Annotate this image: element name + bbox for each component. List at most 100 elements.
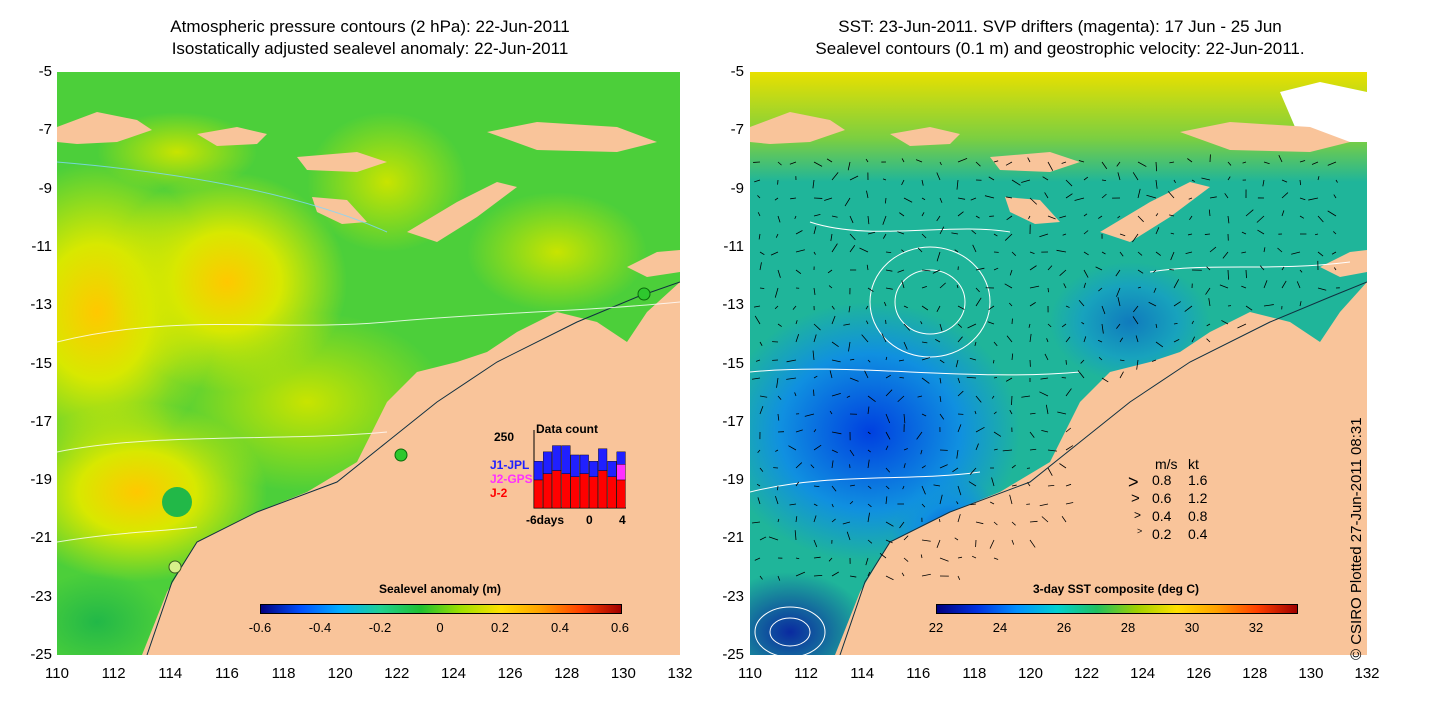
credit-text: © CSIRO Plotted 27-Jun-2011 08:31	[1348, 417, 1365, 660]
right-y-tick-label: -17	[722, 412, 744, 430]
data-count-xtick-end: 4	[619, 513, 626, 527]
left-y-tick-label: -11	[31, 237, 52, 255]
data-count-bar-j1	[561, 445, 571, 474]
left-x-tick-label: 114	[158, 665, 183, 682]
right-x-tick-label: 110	[738, 665, 762, 682]
velocity-legend-arrow: >	[1134, 508, 1142, 522]
data-count-bar-j2	[616, 479, 626, 509]
data-count-xtick-zero: 0	[586, 513, 593, 527]
right-x-tick-label: 118	[962, 665, 987, 682]
right-y-tick-label: -15	[722, 354, 744, 372]
right-colorbar-title: 3-day SST composite (deg C)	[1032, 582, 1200, 596]
left-y-tick-label: -5	[38, 63, 52, 80]
left-x-tick-label: 118	[271, 665, 296, 682]
left-x-tick-label: 132	[667, 665, 693, 682]
left-colorbar-tick-label: 0.2	[490, 620, 510, 635]
left-y-tick-label: -23	[30, 587, 52, 605]
left-x-tick-label: 130	[610, 665, 636, 682]
right-y-tick-label: -7	[730, 121, 744, 139]
right-y-tick-label: -11	[723, 237, 744, 255]
left-y-tick-label: -25	[30, 646, 52, 663]
data-count-bar-j2	[598, 470, 608, 509]
right-title-line1: SST: 23-Jun-2011. SVP drifters (magenta)…	[838, 17, 1282, 36]
right-x-tick-label: 124	[1130, 665, 1156, 682]
left-y-tick-label: -7	[38, 121, 52, 139]
left-colorbar-tick-label: 0.6	[610, 620, 630, 635]
data-count-bar-j1	[533, 461, 543, 481]
right-colorbar	[936, 604, 1298, 614]
left-title-line2: Isostatically adjusted sealevel anomaly:…	[171, 39, 569, 58]
left-colorbar	[260, 604, 622, 614]
velocity-legend-ms: 0.2	[1152, 526, 1172, 542]
data-count-bar-j1	[552, 445, 562, 471]
left-x-tick-label: 110	[45, 665, 69, 682]
data-count-ymax: 250	[494, 430, 515, 444]
left-y-tick-label: -9	[38, 179, 52, 197]
left-colorbar-title: Sealevel anomaly (m)	[378, 582, 502, 596]
data-count-bar-j2	[570, 476, 580, 509]
left-colorbar-tick-label: 0.4	[550, 620, 570, 635]
right-y-tick-label: -25	[722, 646, 744, 663]
data-count-legend-j2gps: J2-GPS	[490, 472, 533, 486]
data-count-bar-j1	[579, 454, 589, 474]
data-count-xtick-start: -6days	[526, 513, 565, 527]
left-x-tick-label: 112	[101, 665, 126, 682]
right-title-line2: Sealevel contours (0.1 m) and geostrophi…	[815, 39, 1305, 58]
data-count-histogram	[533, 430, 626, 509]
data-count-bar-j1	[542, 451, 553, 474]
sst-map	[750, 72, 1367, 655]
right-colorbar-tick-label: 30	[1184, 620, 1200, 635]
sealevel-anomaly-map	[57, 72, 680, 655]
data-count-legend-j2: J-2	[490, 486, 508, 500]
data-count-bar-j2	[607, 476, 617, 509]
left-y-tick-label: -15	[30, 354, 52, 372]
velocity-legend-kt: 1.6	[1188, 472, 1208, 488]
velocity-legend-arrow: >	[1128, 472, 1139, 492]
velocity-legend-ms: 0.6	[1152, 490, 1172, 506]
data-count-bar-j1	[616, 451, 626, 465]
left-colorbar-tick-label: -0.4	[308, 620, 332, 635]
left-y-tick-label: -13	[30, 296, 52, 314]
left-x-tick-label: 126	[497, 665, 523, 682]
data-count-bar-j2	[552, 470, 562, 509]
data-count-bar-j2gps	[616, 464, 626, 481]
data-count-bar-j2	[579, 473, 589, 509]
left-title-line1: Atmospheric pressure contours (2 hPa): 2…	[170, 17, 570, 36]
left-y-tick-label: -21	[30, 529, 52, 547]
data-count-bar-j2	[561, 473, 571, 509]
left-x-tick-label: 124	[440, 665, 466, 682]
velocity-legend-arrow: >	[1131, 490, 1140, 507]
right-colorbar-tick-label: 28	[1120, 620, 1136, 635]
data-count-bar-j2	[533, 479, 543, 509]
right-x-tick-label: 112	[794, 665, 819, 682]
right-y-tick-label: -9	[730, 179, 744, 197]
velocity-legend-header-kt: kt	[1188, 456, 1199, 472]
data-count-bar-j1	[589, 461, 599, 478]
velocity-legend-kt: 0.8	[1188, 508, 1208, 524]
left-x-tick-label: 120	[327, 665, 353, 682]
velocity-legend-ms: 0.8	[1152, 472, 1172, 488]
right-colorbar-tick-label: 24	[992, 620, 1008, 635]
right-x-tick-label: 130	[1298, 665, 1324, 682]
left-colorbar-tick-label: 0	[436, 620, 444, 635]
right-x-tick-label: 132	[1354, 665, 1380, 682]
left-x-tick-label: 122	[384, 665, 410, 682]
data-count-bar-j2	[542, 473, 553, 509]
data-count-bar-j1	[598, 448, 608, 471]
right-y-tick-label: -13	[722, 296, 744, 314]
data-count-legend-j1: J1-JPL	[490, 458, 530, 472]
right-y-tick-label: -21	[722, 529, 744, 547]
right-x-tick-label: 114	[850, 665, 875, 682]
data-count-title: Data count	[536, 422, 599, 436]
right-x-tick-label: 122	[1074, 665, 1100, 682]
right-y-tick-label: -23	[722, 587, 744, 605]
data-count-bar-j1	[570, 454, 580, 477]
velocity-legend-header-ms: m/s	[1155, 456, 1178, 472]
right-y-tick-label: -19	[722, 471, 744, 489]
right-y-tick-label: -5	[730, 63, 744, 80]
left-y-tick-label: -19	[30, 471, 52, 489]
right-x-tick-label: 120	[1017, 665, 1043, 682]
data-count-bar-j2	[589, 476, 599, 509]
right-colorbar-tick-label: 32	[1248, 620, 1264, 635]
left-x-tick-label: 128	[554, 665, 580, 682]
